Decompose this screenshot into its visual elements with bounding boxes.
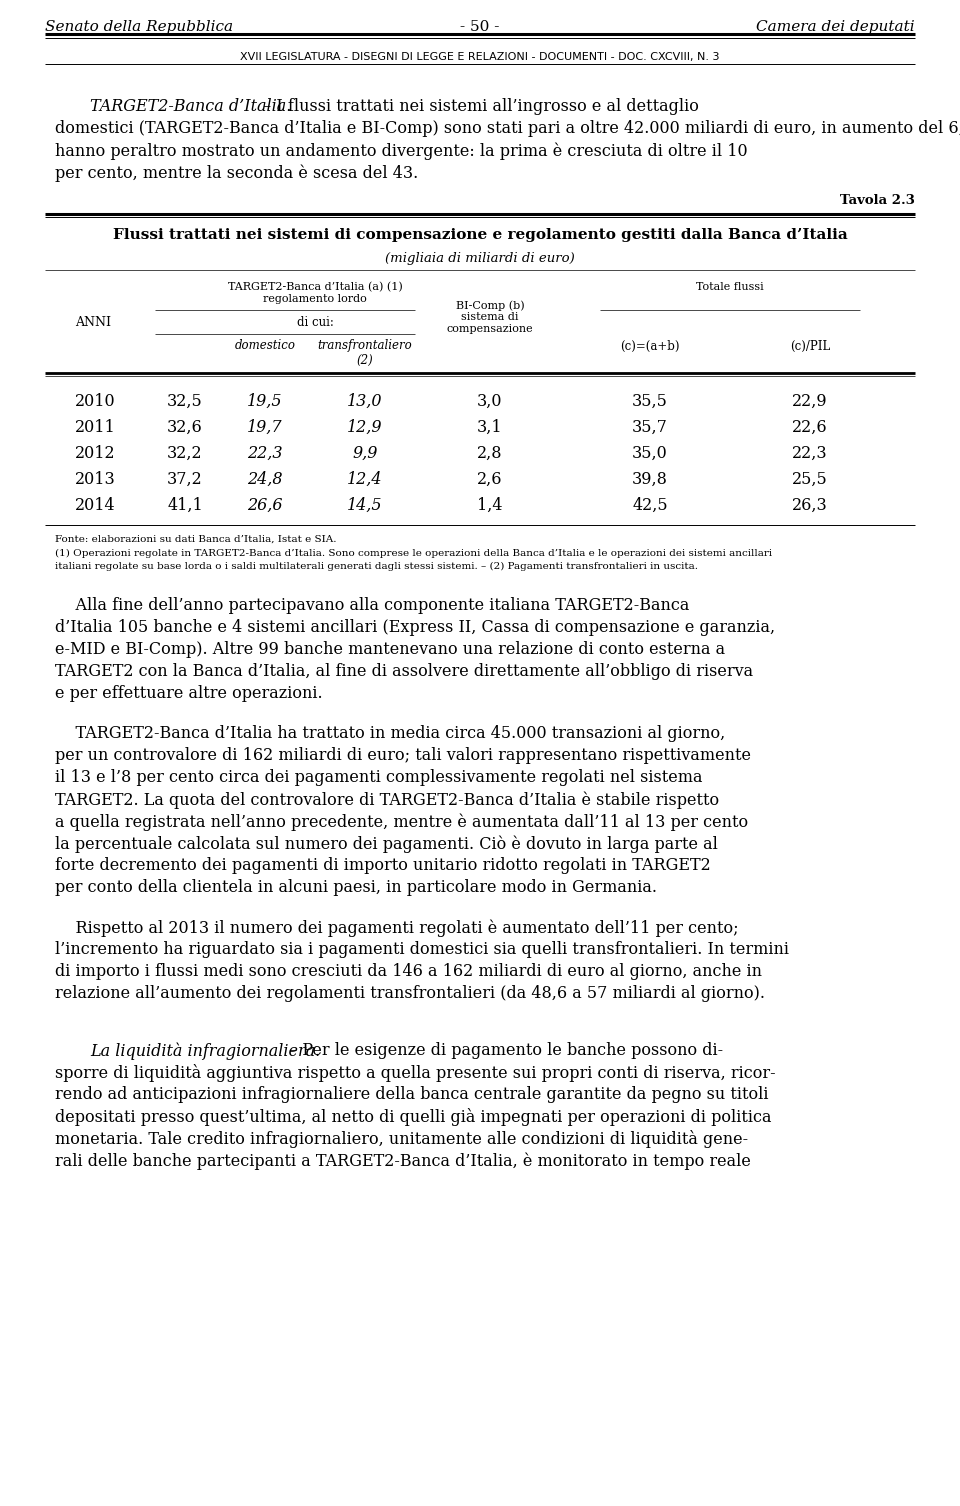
- Text: 25,5: 25,5: [792, 471, 828, 488]
- Text: forte decremento dei pagamenti di importo unitario ridotto regolati in TARGET2: forte decremento dei pagamenti di import…: [55, 857, 710, 873]
- Text: TARGET2-Banca d’Italia.: TARGET2-Banca d’Italia.: [90, 98, 292, 114]
- Text: 13,0: 13,0: [348, 393, 383, 410]
- Text: 22,9: 22,9: [792, 393, 828, 410]
- Text: – Per le esigenze di pagamento le banche possono di-: – Per le esigenze di pagamento le banche…: [284, 1042, 723, 1059]
- Text: la percentuale calcolata sul numero dei pagamenti. Ciò è dovuto in larga parte a: la percentuale calcolata sul numero dei …: [55, 834, 718, 852]
- Text: 19,5: 19,5: [248, 393, 283, 410]
- Text: 2012: 2012: [75, 444, 115, 462]
- Text: domestici (TARGET2-Banca d’Italia e BI-Comp) sono stati pari a oltre 42.000 mili: domestici (TARGET2-Banca d’Italia e BI-C…: [55, 120, 960, 137]
- Text: Camera dei deputati: Camera dei deputati: [756, 20, 915, 35]
- Text: e-MID e BI-Comp). Altre 99 banche mantenevano una relazione di conto esterna a: e-MID e BI-Comp). Altre 99 banche manten…: [55, 642, 725, 658]
- Text: XVII LEGISLATURA - DISEGNI DI LEGGE E RELAZIONI - DOCUMENTI - DOC. CXCVIII, N. 3: XVII LEGISLATURA - DISEGNI DI LEGGE E RE…: [240, 53, 720, 62]
- Text: 14,5: 14,5: [348, 497, 383, 514]
- Text: 22,6: 22,6: [792, 419, 828, 437]
- Text: Flussi trattati nei sistemi di compensazione e regolamento gestiti dalla Banca d: Flussi trattati nei sistemi di compensaz…: [112, 227, 848, 242]
- Text: 2,8: 2,8: [477, 444, 503, 462]
- Text: 26,3: 26,3: [792, 497, 828, 514]
- Text: 2013: 2013: [75, 471, 116, 488]
- Text: domestico: domestico: [234, 339, 296, 352]
- Text: il 13 e l’8 per cento circa dei pagamenti complessivamente regolati nel sistema: il 13 e l’8 per cento circa dei pagament…: [55, 770, 703, 786]
- Text: 37,2: 37,2: [167, 471, 203, 488]
- Text: ANNI: ANNI: [75, 316, 111, 328]
- Text: Totale flussi: Totale flussi: [696, 282, 764, 292]
- Text: 41,1: 41,1: [167, 497, 203, 514]
- Text: 12,4: 12,4: [348, 471, 383, 488]
- Text: per un controvalore di 162 miliardi di euro; tali valori rappresentano rispettiv: per un controvalore di 162 miliardi di e…: [55, 747, 751, 764]
- Text: 22,3: 22,3: [792, 444, 828, 462]
- Text: rendo ad anticipazioni infragiornaliere della banca centrale garantite da pegno : rendo ad anticipazioni infragiornaliere …: [55, 1086, 769, 1102]
- Text: TARGET2-Banca d’Italia ha trattato in media circa 45.000 transazioni al giorno,: TARGET2-Banca d’Italia ha trattato in me…: [55, 724, 725, 742]
- Text: 2,6: 2,6: [477, 471, 503, 488]
- Text: rali delle banche partecipanti a TARGET2-Banca d’Italia, è monitorato in tempo r: rali delle banche partecipanti a TARGET2…: [55, 1152, 751, 1170]
- Text: 32,6: 32,6: [167, 419, 203, 437]
- Text: 1,4: 1,4: [477, 497, 503, 514]
- Text: TARGET2 con la Banca d’Italia, al fine di assolvere direttamente all’obbligo di : TARGET2 con la Banca d’Italia, al fine d…: [55, 663, 754, 681]
- Text: - 50 -: - 50 -: [460, 20, 500, 35]
- Text: 2010: 2010: [75, 393, 115, 410]
- Text: 35,7: 35,7: [632, 419, 668, 437]
- Text: l’incremento ha riguardato sia i pagamenti domestici sia quelli transfrontalieri: l’incremento ha riguardato sia i pagamen…: [55, 941, 789, 958]
- Text: di cui:: di cui:: [297, 316, 333, 328]
- Text: italiani regolate su base lorda o i saldi multilaterali generati dagli stessi si: italiani regolate su base lorda o i sald…: [55, 562, 698, 571]
- Text: (c)/PIL: (c)/PIL: [790, 340, 830, 352]
- Text: per conto della clientela in alcuni paesi, in particolare modo in Germania.: per conto della clientela in alcuni paes…: [55, 880, 657, 896]
- Text: 35,5: 35,5: [632, 393, 668, 410]
- Text: 9,9: 9,9: [352, 444, 377, 462]
- Text: 3,0: 3,0: [477, 393, 503, 410]
- Text: monetaria. Tale credito infragiornaliero, unitamente alle condizioni di liquidit: monetaria. Tale credito infragiornaliero…: [55, 1130, 748, 1148]
- Text: per cento, mentre la seconda è scesa del 43.: per cento, mentre la seconda è scesa del…: [55, 164, 419, 182]
- Text: sporre di liquidità aggiuntiva rispetto a quella presente sui propri conti di ri: sporre di liquidità aggiuntiva rispetto …: [55, 1065, 776, 1081]
- Text: BI-Comp (b)
sistema di
compensazione: BI-Comp (b) sistema di compensazione: [446, 300, 534, 334]
- Text: 22,3: 22,3: [248, 444, 283, 462]
- Text: – I flussi trattati nei sistemi all’ingrosso e al dettaglio: – I flussi trattati nei sistemi all’ingr…: [258, 98, 699, 114]
- Text: (1) Operazioni regolate in TARGET2-Banca d’Italia. Sono comprese le operazioni d: (1) Operazioni regolate in TARGET2-Banca…: [55, 550, 772, 559]
- Text: TARGET2-Banca d’Italia (a) (1)
regolamento lordo: TARGET2-Banca d’Italia (a) (1) regolamen…: [228, 282, 402, 304]
- Text: e per effettuare altre operazioni.: e per effettuare altre operazioni.: [55, 685, 323, 702]
- Text: 32,5: 32,5: [167, 393, 203, 410]
- Text: 35,0: 35,0: [632, 444, 668, 462]
- Text: d’Italia 105 banche e 4 sistemi ancillari (Express II, Cassa di compensazione e : d’Italia 105 banche e 4 sistemi ancillar…: [55, 619, 775, 636]
- Text: depositati presso quest’ultima, al netto di quelli già impegnati per operazioni : depositati presso quest’ultima, al netto…: [55, 1108, 772, 1126]
- Text: 19,7: 19,7: [248, 419, 283, 437]
- Text: TARGET2. La quota del controvalore di TARGET2-Banca d’Italia è stabile rispetto: TARGET2. La quota del controvalore di TA…: [55, 791, 719, 809]
- Text: hanno peraltro mostrato un andamento divergente: la prima è cresciuta di oltre i: hanno peraltro mostrato un andamento div…: [55, 142, 748, 160]
- Text: di importo i flussi medi sono cresciuti da 146 a 162 miliardi di euro al giorno,: di importo i flussi medi sono cresciuti …: [55, 962, 762, 980]
- Text: La liquidità infragiornaliera.: La liquidità infragiornaliera.: [90, 1042, 321, 1060]
- Text: 2011: 2011: [75, 419, 116, 437]
- Text: 26,6: 26,6: [248, 497, 283, 514]
- Text: transfrontaliero
(2): transfrontaliero (2): [318, 339, 413, 367]
- Text: a quella registrata nell’anno precedente, mentre è aumentata dall’11 al 13 per c: a quella registrata nell’anno precedente…: [55, 813, 748, 830]
- Text: (migliaia di miliardi di euro): (migliaia di miliardi di euro): [385, 252, 575, 265]
- Text: 2014: 2014: [75, 497, 115, 514]
- Text: 42,5: 42,5: [633, 497, 668, 514]
- Text: Alla fine dell’anno partecipavano alla componente italiana TARGET2-Banca: Alla fine dell’anno partecipavano alla c…: [55, 596, 689, 614]
- Text: Rispetto al 2013 il numero dei pagamenti regolati è aumentato dell’11 per cento;: Rispetto al 2013 il numero dei pagamenti…: [55, 919, 738, 937]
- Text: Senato della Repubblica: Senato della Repubblica: [45, 20, 233, 35]
- Text: 3,1: 3,1: [477, 419, 503, 437]
- Text: (c)=(a+b): (c)=(a+b): [620, 340, 680, 352]
- Text: 39,8: 39,8: [632, 471, 668, 488]
- Text: Tavola 2.3: Tavola 2.3: [840, 194, 915, 206]
- Text: relazione all’aumento dei regolamenti transfrontalieri (da 48,6 a 57 miliardi al: relazione all’aumento dei regolamenti tr…: [55, 985, 765, 1001]
- Text: 24,8: 24,8: [248, 471, 283, 488]
- Text: 12,9: 12,9: [348, 419, 383, 437]
- Text: Fonte: elaborazioni su dati Banca d’Italia, Istat e SIA.: Fonte: elaborazioni su dati Banca d’Ital…: [55, 535, 337, 544]
- Text: 32,2: 32,2: [167, 444, 203, 462]
